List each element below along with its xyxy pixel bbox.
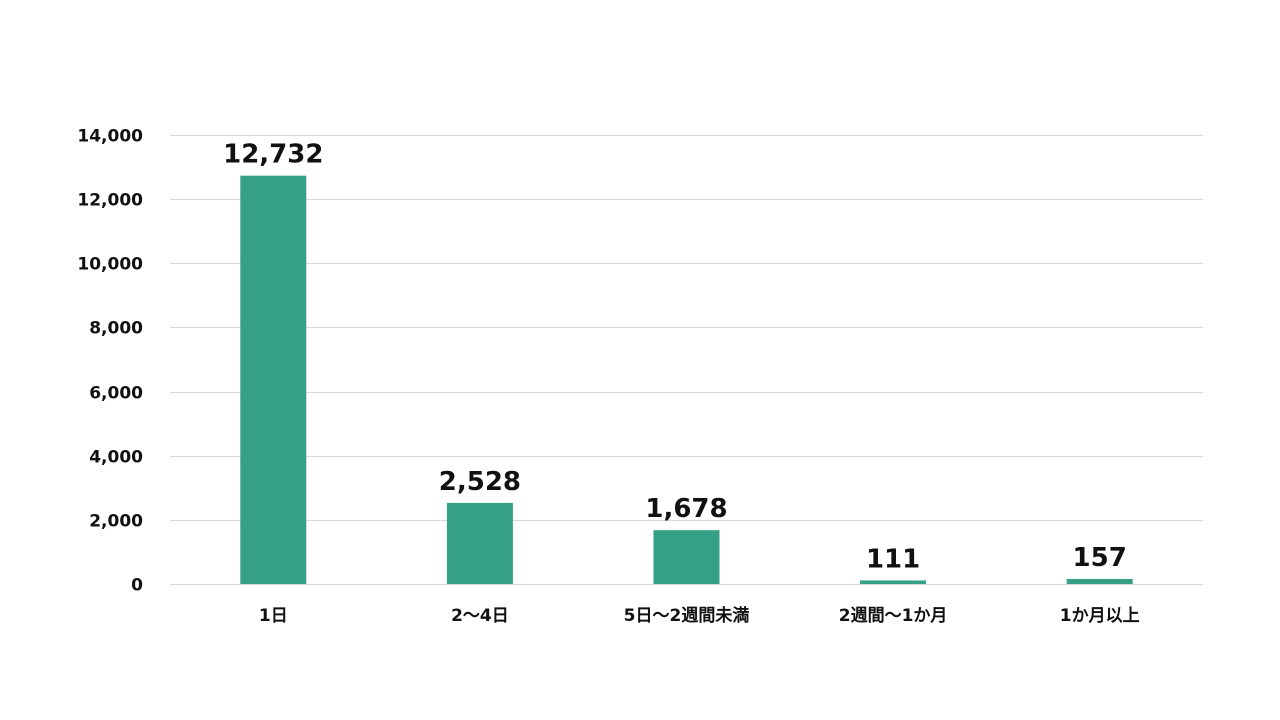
x-category-label: 1日 (259, 606, 288, 626)
data-labels: 12,732 2,528 1,678 111 157 (223, 140, 1127, 575)
y-tick-label: 0 (131, 576, 143, 596)
bar (653, 530, 720, 584)
x-category-label: 2～4日 (451, 606, 509, 626)
data-label: 12,732 (223, 140, 323, 170)
data-label: 157 (1073, 543, 1127, 573)
bar (240, 175, 307, 584)
data-label: 1,678 (645, 494, 727, 524)
x-category-label: 2週間～1か月 (839, 606, 948, 626)
gridlines (170, 135, 1203, 585)
y-tick-label: 10,000 (77, 255, 143, 275)
data-label: 111 (866, 544, 920, 574)
x-category-label: 5日～2週間未満 (624, 605, 750, 626)
y-tick-label: 6,000 (89, 384, 143, 404)
bar (446, 502, 513, 584)
x-category-label: 1か月以上 (1060, 606, 1140, 626)
y-tick-label: 8,000 (89, 319, 143, 339)
y-tick-label: 12,000 (77, 191, 143, 211)
bar (1066, 578, 1133, 584)
y-tick-label: 2,000 (89, 512, 143, 532)
bar (860, 580, 927, 584)
bars (240, 175, 1133, 584)
y-tick-label: 4,000 (89, 448, 143, 468)
data-label: 2,528 (439, 467, 521, 497)
x-axis-category-labels: 1日 2～4日 5日～2週間未満 2週間～1か月 1か月以上 (259, 605, 1140, 626)
y-tick-label: 14,000 (77, 127, 143, 147)
y-axis-tick-labels: 0 2,000 4,000 6,000 8,000 10,000 12,000 14,000 (77, 127, 143, 596)
